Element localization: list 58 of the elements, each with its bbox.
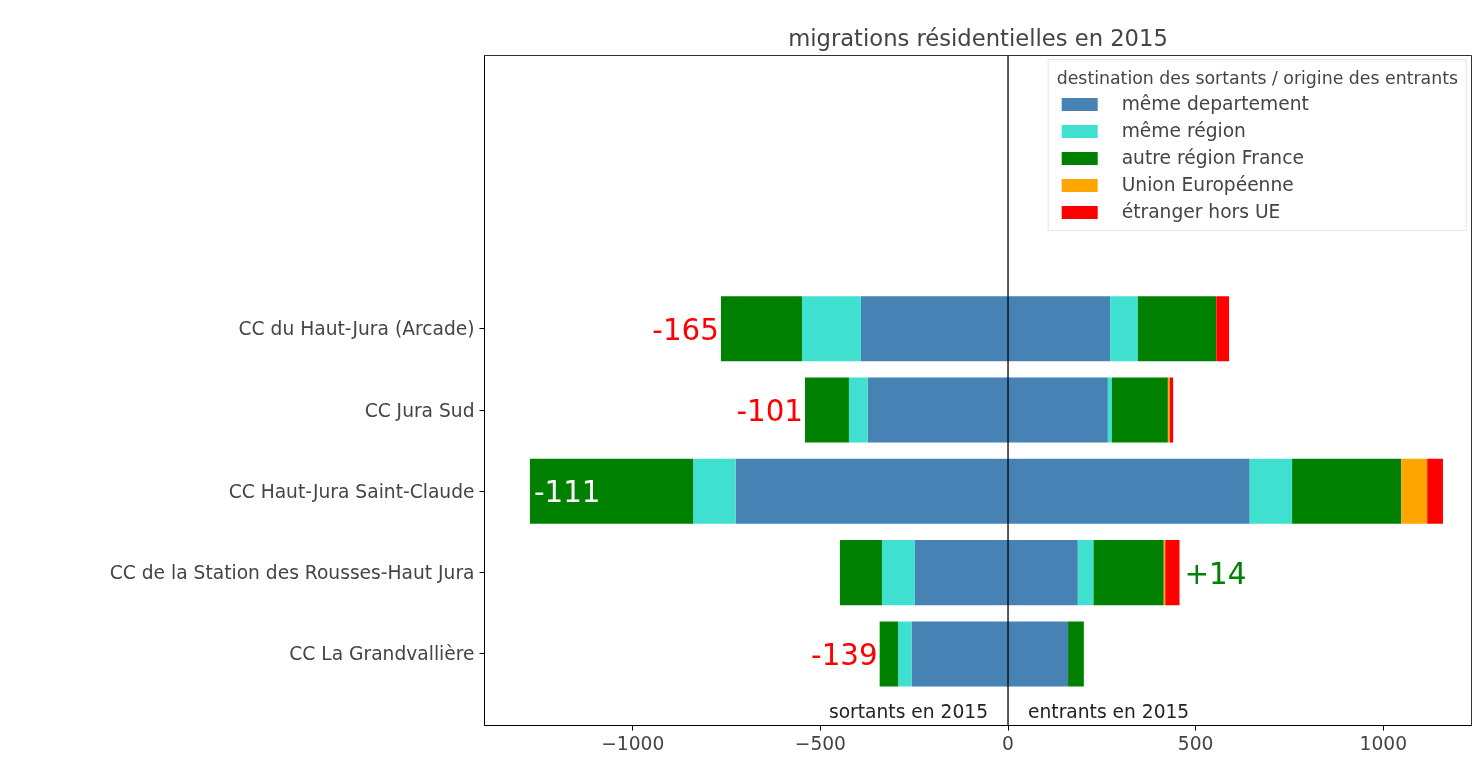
- bar: [911, 621, 1009, 687]
- bar: [898, 621, 912, 687]
- bar: [735, 458, 1009, 524]
- bar: [881, 540, 915, 606]
- bar: [693, 458, 736, 524]
- annotation: -101: [736, 394, 803, 429]
- bar: [1110, 296, 1138, 362]
- text: entrants en 2015: [1028, 700, 1190, 722]
- bar: [1107, 377, 1112, 443]
- y-tick-label: CC La Grandvallière: [289, 643, 475, 665]
- x-tick-label: −1000: [601, 732, 665, 754]
- bar: [867, 377, 1009, 443]
- legend-label: même departement: [1121, 93, 1309, 114]
- bar: [860, 296, 1009, 362]
- legend-label: étranger hors UE: [1121, 201, 1281, 222]
- bar: [879, 621, 899, 687]
- bar: [804, 377, 849, 443]
- x-tick-label: −500: [794, 732, 847, 754]
- bar: [1169, 377, 1174, 443]
- bar: [1427, 458, 1443, 524]
- bar: [1008, 377, 1108, 443]
- y-tick-label: CC de la Station des Rousses-Haut Jura: [109, 562, 475, 584]
- bar: [839, 540, 882, 606]
- annotation: +14: [1184, 556, 1247, 591]
- bar: [1401, 458, 1428, 524]
- legend-title: destination des sortants / origine des entrants: [1056, 68, 1458, 88]
- text: sortants en 2015: [828, 700, 989, 722]
- legend-label: même région: [1121, 120, 1246, 141]
- chart-title: migrations résidentielles en 2015: [788, 24, 1168, 51]
- bar: [1068, 621, 1084, 687]
- bar: [1137, 296, 1217, 362]
- bar: [1008, 458, 1250, 524]
- bar: [1008, 296, 1111, 362]
- bar: [720, 296, 802, 362]
- annotation: -139: [811, 637, 878, 672]
- bar: [1292, 458, 1402, 524]
- bar: [914, 540, 1009, 606]
- bar: [1008, 540, 1078, 606]
- y-tick-label: CC Jura Sud: [364, 399, 475, 421]
- bar: [1093, 540, 1164, 606]
- x-tick-label: 1000: [1359, 732, 1408, 754]
- legend-label: Union Européenne: [1121, 174, 1294, 195]
- y-tick-label: CC du Haut-Jura (Arcade): [238, 318, 475, 340]
- annotation: -165: [652, 312, 719, 347]
- y-tick-label: CC Haut-Jura Saint-Claude: [228, 480, 475, 502]
- x-tick-label: 500: [1177, 732, 1214, 754]
- annotation: -111: [533, 475, 601, 510]
- bar: [1249, 458, 1293, 524]
- bar: [1077, 540, 1094, 606]
- legend-label: autre région France: [1121, 147, 1304, 168]
- bar: [848, 377, 868, 443]
- bar: [1165, 540, 1180, 606]
- bar: [801, 296, 861, 362]
- bar: [1216, 296, 1230, 362]
- x-tick-label: 0: [1002, 732, 1014, 754]
- bar: [529, 458, 694, 524]
- bar: [1008, 621, 1069, 687]
- bar: [1111, 377, 1168, 443]
